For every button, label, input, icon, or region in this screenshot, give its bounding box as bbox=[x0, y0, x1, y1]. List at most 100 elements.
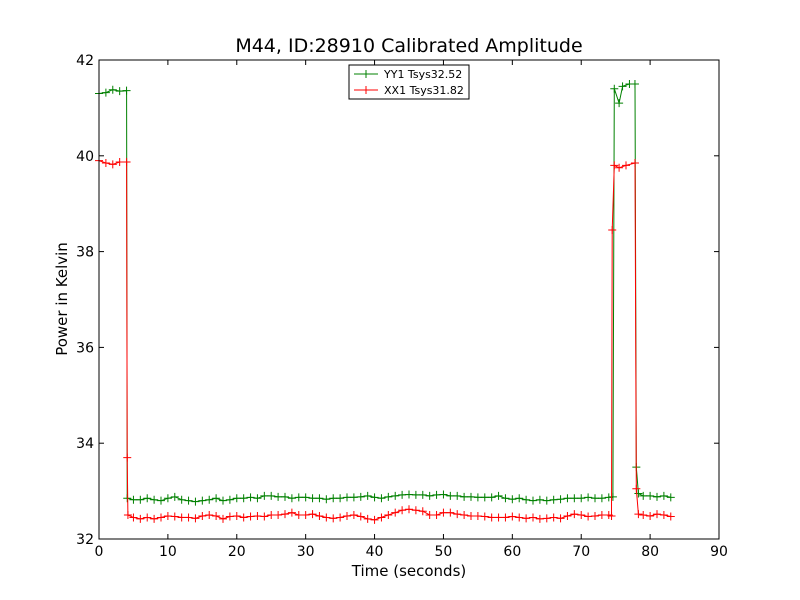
data-point bbox=[425, 511, 434, 520]
data-point bbox=[425, 491, 434, 500]
data-point bbox=[666, 512, 675, 521]
data-point bbox=[356, 512, 365, 521]
data-point bbox=[377, 513, 386, 522]
legend-box bbox=[348, 64, 470, 100]
data-point bbox=[253, 494, 262, 503]
data-point bbox=[494, 513, 503, 522]
data-point bbox=[363, 514, 372, 523]
data-point bbox=[260, 512, 269, 521]
data-point bbox=[391, 491, 400, 500]
data-point bbox=[377, 494, 386, 503]
legend-entry-xx1: XX1 Tsys31.82 bbox=[354, 84, 464, 97]
data-point bbox=[653, 510, 661, 519]
data-point bbox=[253, 512, 262, 521]
data-point bbox=[591, 494, 599, 503]
data-point bbox=[494, 491, 503, 500]
data-point bbox=[239, 513, 248, 522]
data-point bbox=[405, 505, 413, 514]
data-point bbox=[336, 513, 345, 522]
data-point bbox=[549, 495, 558, 504]
data-point bbox=[150, 495, 159, 504]
data-point bbox=[411, 506, 420, 515]
data-point bbox=[597, 494, 606, 503]
data-point bbox=[219, 496, 227, 505]
data-point bbox=[170, 512, 179, 521]
data-point bbox=[487, 493, 496, 502]
x-tick-label: 70 bbox=[572, 544, 590, 560]
data-point bbox=[315, 512, 324, 521]
data-point bbox=[336, 494, 345, 503]
data-point bbox=[157, 496, 165, 505]
x-tick-label: 20 bbox=[228, 544, 246, 560]
data-point bbox=[205, 495, 214, 504]
y-tick-label: 40 bbox=[76, 149, 94, 165]
data-point bbox=[549, 513, 558, 522]
data-point bbox=[418, 507, 427, 516]
y-tick-label: 38 bbox=[76, 245, 94, 261]
data-point bbox=[225, 512, 234, 521]
data-point bbox=[607, 512, 616, 521]
legend-entry-yy1: YY1 Tsys32.52 bbox=[354, 68, 462, 81]
x-tick-label: 80 bbox=[641, 544, 659, 560]
data-point bbox=[508, 495, 517, 504]
data-point bbox=[115, 158, 124, 167]
data-point bbox=[163, 494, 172, 503]
data-point bbox=[570, 494, 579, 503]
data-point bbox=[446, 491, 455, 500]
data-point bbox=[646, 491, 655, 500]
chart-title: M44, ID:28910 Calibrated Amplitude bbox=[235, 35, 582, 57]
data-point bbox=[101, 88, 110, 97]
x-tick-label: 90 bbox=[710, 544, 728, 560]
data-point bbox=[294, 511, 303, 520]
data-point bbox=[522, 514, 531, 523]
y-tick-label: 42 bbox=[76, 53, 94, 69]
y-tick-label: 36 bbox=[76, 340, 94, 356]
data-point bbox=[198, 496, 207, 505]
data-point bbox=[446, 508, 455, 517]
data-point bbox=[556, 495, 565, 504]
data-point bbox=[608, 226, 617, 235]
data-point bbox=[287, 508, 296, 517]
data-point bbox=[143, 494, 152, 503]
x-tick-label: 0 bbox=[95, 544, 104, 560]
data-point bbox=[136, 514, 145, 523]
data-point bbox=[522, 495, 531, 504]
data-point bbox=[115, 87, 124, 96]
data-point bbox=[473, 512, 482, 521]
data-point bbox=[260, 491, 269, 500]
data-point bbox=[439, 490, 448, 499]
data-point bbox=[584, 512, 593, 521]
data-point bbox=[501, 494, 510, 503]
data-point bbox=[515, 494, 524, 503]
legend-label-xx1: XX1 Tsys31.82 bbox=[384, 84, 464, 97]
data-point bbox=[659, 491, 668, 500]
legend-label-yy1: YY1 Tsys32.52 bbox=[383, 68, 462, 81]
data-point bbox=[150, 514, 159, 523]
x-tick-label: 50 bbox=[435, 544, 453, 560]
data-point bbox=[556, 514, 565, 523]
data-point bbox=[157, 513, 165, 522]
data-point bbox=[630, 79, 639, 88]
data-point bbox=[460, 511, 469, 520]
data-point bbox=[570, 510, 579, 519]
data-point bbox=[467, 512, 475, 521]
data-point bbox=[356, 492, 365, 501]
data-point bbox=[391, 508, 400, 517]
data-point bbox=[101, 158, 110, 167]
data-point bbox=[634, 510, 643, 519]
data-point bbox=[610, 84, 619, 93]
x-tick-labels: 0 10 20 30 40 50 60 70 80 90 bbox=[95, 544, 728, 560]
data-point bbox=[349, 511, 358, 520]
data-point bbox=[639, 491, 648, 500]
data-point bbox=[349, 493, 358, 502]
data-point bbox=[170, 492, 179, 501]
data-point bbox=[577, 494, 586, 503]
data-point bbox=[529, 513, 537, 522]
data-point bbox=[267, 491, 276, 500]
data-point bbox=[480, 493, 489, 502]
data-point bbox=[108, 85, 117, 94]
data-point bbox=[363, 491, 372, 500]
data-point bbox=[212, 494, 221, 503]
data-point bbox=[198, 512, 207, 521]
data-point bbox=[315, 494, 324, 503]
